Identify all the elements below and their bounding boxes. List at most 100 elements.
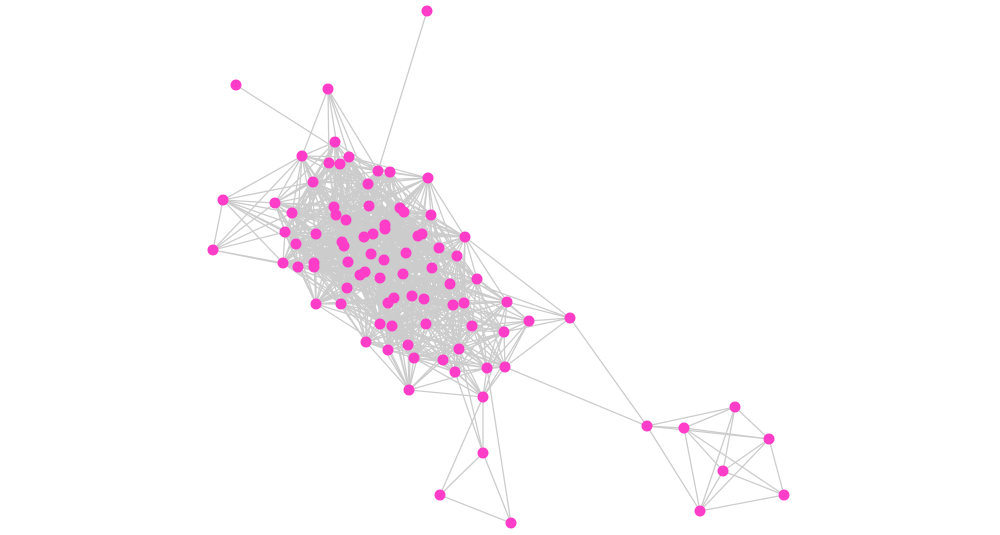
node [523, 315, 535, 327]
edge [340, 302, 389, 305]
edge [367, 183, 432, 216]
node [382, 297, 394, 309]
edge [431, 267, 571, 319]
node [322, 83, 334, 95]
edge [413, 357, 456, 373]
edge [312, 181, 369, 185]
edge [327, 88, 350, 158]
edge [274, 181, 314, 204]
node [420, 318, 432, 330]
edge [387, 323, 427, 351]
node [230, 79, 242, 91]
node [426, 262, 438, 274]
edge [235, 84, 350, 158]
edge [327, 88, 369, 185]
edge [454, 366, 506, 373]
node [359, 266, 371, 278]
edge [683, 406, 736, 429]
node [505, 517, 517, 529]
edge [699, 494, 785, 512]
edge [427, 177, 458, 257]
node [408, 352, 420, 364]
edge [387, 349, 410, 391]
node [308, 261, 320, 273]
edge [222, 199, 276, 204]
edge [423, 298, 505, 333]
node [358, 231, 370, 243]
edge [411, 267, 433, 297]
edge [427, 177, 466, 238]
node [444, 278, 456, 290]
edge [506, 301, 571, 319]
edge [734, 406, 770, 440]
node [374, 272, 386, 284]
edge [212, 199, 224, 251]
edge [340, 303, 367, 343]
node [694, 505, 706, 517]
edge [646, 425, 770, 440]
node [323, 157, 335, 169]
node [447, 299, 459, 311]
edge [463, 302, 488, 369]
edge [503, 317, 571, 333]
edge [282, 253, 372, 264]
node [374, 318, 386, 330]
edge [379, 298, 425, 325]
node [421, 5, 433, 17]
edge [431, 267, 478, 280]
edge [482, 452, 512, 524]
edge [722, 406, 736, 472]
edge [295, 243, 345, 247]
edge [370, 253, 458, 257]
edge [407, 344, 410, 391]
node [458, 297, 470, 309]
edge [407, 344, 444, 361]
node [279, 226, 291, 238]
edge [222, 155, 303, 201]
edge [327, 88, 330, 164]
edge [722, 470, 785, 496]
node [360, 336, 372, 348]
node [416, 228, 428, 240]
edge [340, 303, 409, 346]
edge [301, 88, 329, 157]
node [378, 254, 390, 266]
node [296, 150, 308, 162]
node [778, 489, 790, 501]
edge [413, 357, 484, 398]
node [397, 268, 409, 280]
edge [335, 211, 405, 216]
edge [471, 325, 506, 368]
node [466, 320, 478, 332]
node [329, 136, 341, 148]
edge [408, 367, 488, 391]
node [406, 290, 418, 302]
edge [315, 287, 348, 305]
node [498, 326, 510, 338]
edge [312, 181, 386, 226]
edge [391, 325, 410, 391]
node [451, 250, 463, 262]
edge [646, 425, 701, 512]
node [363, 200, 375, 212]
edge [212, 231, 286, 251]
edge [439, 396, 484, 496]
node [564, 312, 576, 324]
edge [313, 266, 348, 289]
node [499, 361, 511, 373]
edge [364, 267, 433, 273]
edge [389, 171, 429, 179]
edge [504, 366, 648, 427]
node [729, 401, 741, 413]
edge [425, 323, 444, 361]
node [343, 151, 355, 163]
node [398, 206, 410, 218]
node [340, 214, 352, 226]
node [372, 165, 384, 177]
node [433, 242, 445, 254]
edge [486, 367, 512, 524]
edge [274, 202, 370, 207]
edge [408, 359, 444, 391]
edge [442, 331, 505, 361]
